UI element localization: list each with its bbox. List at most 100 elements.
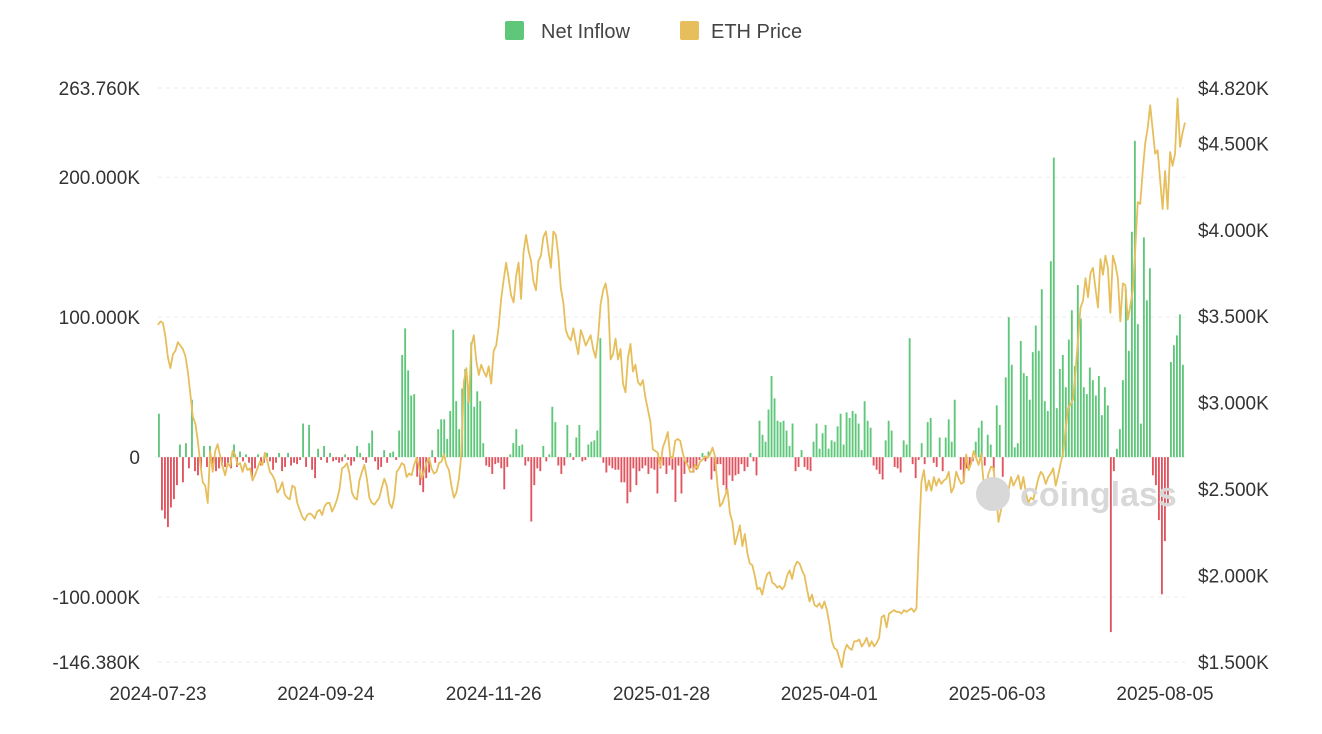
- net-inflow-bar: [1031, 352, 1034, 458]
- net-inflow-bar: [1100, 415, 1103, 458]
- net-inflow-bar: [941, 457, 944, 472]
- net-inflow-bar: [1046, 410, 1049, 458]
- net-inflow-bar: [1163, 457, 1166, 542]
- net-inflow-bar: [293, 457, 295, 463]
- right-axis-tick-label: $2.500K: [1198, 480, 1269, 501]
- net-inflow-bar: [554, 422, 557, 458]
- net-inflow-bar: [335, 457, 338, 460]
- net-inflow-bar: [416, 457, 419, 477]
- net-inflow-bar: [179, 444, 181, 458]
- net-inflow-bar: [620, 457, 623, 483]
- net-inflow-bar: [731, 457, 734, 481]
- left-axis-tick-label: -100.000K: [52, 588, 140, 609]
- net-inflow-bar: [785, 430, 788, 458]
- net-inflow-bar: [557, 457, 560, 466]
- net-inflow-bar: [560, 457, 563, 474]
- net-inflow-bar: [794, 457, 797, 472]
- net-inflow-bar: [341, 457, 344, 462]
- net-inflow-bar: [893, 457, 896, 467]
- net-inflow-bar: [587, 444, 590, 458]
- net-inflow-bar: [1061, 354, 1064, 458]
- net-inflow-bar: [977, 427, 980, 458]
- net-inflow-bar: [434, 457, 437, 463]
- grid-lines: [158, 87, 1185, 663]
- net-inflow-bar: [1154, 457, 1157, 486]
- net-inflow-bar: [395, 457, 398, 460]
- net-inflow-bar: [1097, 375, 1100, 458]
- net-inflow-bar: [464, 368, 467, 458]
- net-inflow-bar: [377, 457, 380, 470]
- right-axis-tick-label: $3.500K: [1198, 307, 1269, 328]
- net-inflow-bar: [266, 452, 268, 458]
- net-inflow-bar: [845, 412, 848, 458]
- net-inflow-bar: [509, 454, 512, 458]
- net-inflow-bar: [953, 399, 956, 458]
- net-inflow-bar: [521, 444, 524, 458]
- net-inflow-bar: [626, 457, 629, 504]
- net-inflow-bar: [686, 457, 689, 463]
- net-inflow-bar: [584, 457, 587, 460]
- net-inflow-bar: [887, 420, 890, 458]
- net-inflow-bar: [344, 454, 347, 458]
- net-inflow-bar: [515, 429, 518, 458]
- x-axis-tick-label: 2025-01-28: [613, 684, 710, 705]
- net-inflow-bar: [902, 440, 905, 458]
- net-inflow-bar: [1118, 429, 1121, 458]
- net-inflow-bar: [1112, 457, 1115, 472]
- net-inflow-bar: [1019, 340, 1022, 458]
- net-inflow-bar: [803, 457, 806, 467]
- net-inflow-bar: [1094, 395, 1097, 458]
- net-inflow-bar: [1055, 408, 1058, 458]
- net-inflow-bar: [440, 419, 443, 458]
- legend-item-eth-price[interactable]: ETH Price: [680, 21, 802, 43]
- net-inflow-bar: [1010, 364, 1013, 458]
- net-inflow-bar: [746, 457, 749, 467]
- net-inflow-bar: [1178, 314, 1181, 458]
- net-inflow-bar: [926, 422, 929, 458]
- net-inflow-bar: [287, 452, 289, 458]
- net-inflow-bar: [668, 457, 671, 466]
- net-inflow-bar: [923, 457, 926, 465]
- net-inflow-bar: [920, 443, 923, 458]
- net-inflow-bar: [347, 457, 350, 460]
- net-inflow-bar: [1148, 268, 1151, 458]
- net-inflow-bar: [728, 457, 731, 476]
- net-inflow-bar: [875, 457, 878, 470]
- net-inflow-bar: [1109, 457, 1112, 633]
- net-inflow-bar: [833, 441, 836, 458]
- net-inflow-bar: [860, 450, 863, 458]
- net-inflow-bar: [698, 457, 701, 460]
- net-inflow-bar: [533, 457, 536, 486]
- net-inflow-bar: [332, 457, 335, 462]
- net-inflow-bar: [878, 457, 881, 474]
- legend-swatch-eth-price: [680, 21, 699, 40]
- net-inflow-bar: [170, 457, 172, 508]
- net-inflow-bar: [323, 445, 326, 458]
- net-inflow-bar: [254, 457, 256, 469]
- right-axis-ticks: $4.820K $4.500K $4.000K $3.500K $3.000K $2.50…: [1198, 79, 1269, 674]
- x-axis-tick-label: 2025-06-03: [949, 684, 1046, 705]
- net-inflow-bar: [848, 417, 851, 458]
- net-inflow-bar: [380, 457, 383, 467]
- net-inflow-bar: [446, 438, 449, 458]
- net-inflow-bar: [881, 457, 884, 480]
- net-inflow-bar: [755, 457, 758, 476]
- net-inflow-bar: [1007, 317, 1010, 458]
- x-axis-ticks: 2024-07-23 2024-09-24 2024-11-26 2025-01-28…: [109, 684, 1213, 705]
- x-axis-tick-label: 2025-08-05: [1116, 684, 1213, 705]
- legend-label-eth-price: ETH Price: [711, 21, 802, 43]
- net-inflow-bar: [788, 445, 791, 458]
- net-inflow-bar: [173, 457, 175, 500]
- net-inflow-bar: [638, 457, 641, 472]
- net-inflow-bar: [338, 457, 341, 463]
- net-inflow-bar: [431, 450, 434, 458]
- net-inflow-bar: [929, 417, 932, 458]
- net-inflow-bar: [308, 424, 311, 458]
- legend[interactable]: Net Inflow ETH Price: [505, 21, 802, 43]
- net-inflow-bar: [1034, 325, 1037, 458]
- net-inflow-bar: [689, 457, 692, 469]
- legend-item-net-inflow[interactable]: Net Inflow: [505, 21, 630, 43]
- net-inflow-bar: [1004, 377, 1007, 458]
- net-inflow-bar: [854, 413, 857, 458]
- net-inflow-bar: [650, 457, 653, 469]
